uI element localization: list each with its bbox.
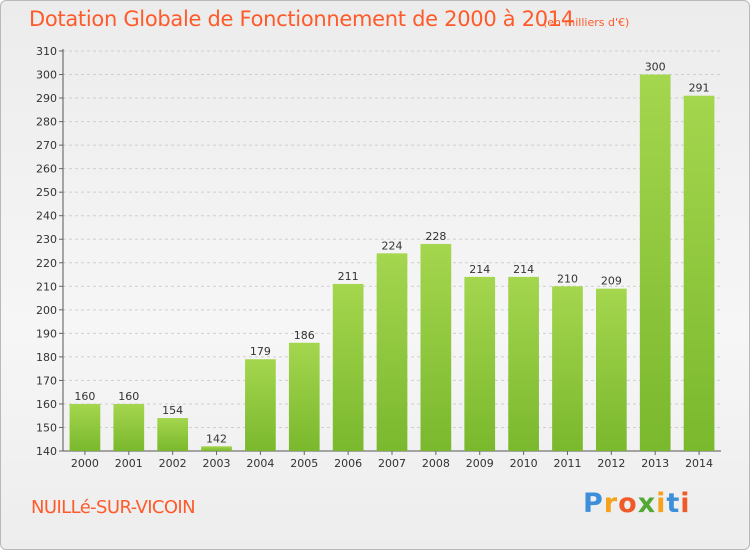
y-tick-label: 200 xyxy=(36,304,57,317)
bar-2001[interactable] xyxy=(113,403,145,451)
bar-2008[interactable] xyxy=(420,243,452,451)
y-tick-label: 230 xyxy=(36,233,57,246)
y-tick-label: 170 xyxy=(36,374,57,387)
axis-layer: 140 150 160 170 180 190 200 210 220 230 240 250 260 2… xyxy=(36,45,721,470)
value-label-2002: 154 xyxy=(162,404,183,417)
bar-2009[interactable] xyxy=(464,276,496,451)
labels-layer: 160 160 154 142 179 186 211 224 228 214 214 210 209 3… xyxy=(74,61,709,446)
bar-2011[interactable] xyxy=(552,286,583,451)
bar-2005[interactable] xyxy=(288,342,320,451)
x-tick-label-2005: 2005 xyxy=(290,457,318,470)
y-tick-label: 190 xyxy=(36,327,57,340)
bar-2003[interactable] xyxy=(201,446,232,451)
y-tick-label: 270 xyxy=(36,139,57,152)
y-tick-label: 220 xyxy=(36,257,57,270)
x-tick-label-2002: 2002 xyxy=(159,457,187,470)
logo-letter: i xyxy=(680,488,691,519)
value-label-2001: 160 xyxy=(118,390,139,403)
bar-2012[interactable] xyxy=(595,288,627,451)
unit-note: (en milliers d'€) xyxy=(543,16,630,29)
bar-2002[interactable] xyxy=(157,418,189,451)
x-tick-label-2011: 2011 xyxy=(553,457,581,470)
y-tick-label: 160 xyxy=(36,398,57,411)
x-tick-label-2009: 2009 xyxy=(466,457,494,470)
value-label-2006: 211 xyxy=(338,270,359,283)
x-tick-label-2007: 2007 xyxy=(378,457,406,470)
logo-letter: i xyxy=(656,488,667,519)
proxiti-logo[interactable]: Proxiti xyxy=(583,488,691,519)
x-tick-label-2004: 2004 xyxy=(246,457,274,470)
y-tick-label: 150 xyxy=(36,421,57,434)
y-tick-label: 210 xyxy=(36,280,57,293)
bar-2014[interactable] xyxy=(683,95,715,452)
value-label-2013: 300 xyxy=(645,61,666,74)
value-label-2003: 142 xyxy=(206,432,227,445)
y-tick-label: 290 xyxy=(36,92,57,105)
y-tick-label: 180 xyxy=(36,351,57,364)
value-label-2004: 179 xyxy=(250,345,271,358)
value-label-2008: 228 xyxy=(425,230,446,243)
x-tick-label-2014: 2014 xyxy=(685,457,713,470)
value-label-2007: 224 xyxy=(382,239,403,252)
y-tick-label: 280 xyxy=(36,116,57,129)
x-tick-label-2012: 2012 xyxy=(597,457,625,470)
y-tick-label: 250 xyxy=(36,186,57,199)
logo-letter: o xyxy=(618,488,638,519)
logo-letter: P xyxy=(583,488,604,519)
y-tick-label: 300 xyxy=(36,69,57,82)
value-label-2009: 214 xyxy=(469,263,490,276)
x-tick-label-2001: 2001 xyxy=(115,457,143,470)
logo-letter: r xyxy=(603,488,619,519)
commune-name: NUILLé-SUR-VICOIN xyxy=(31,497,196,518)
value-label-2010: 214 xyxy=(513,263,534,276)
bar-2010[interactable] xyxy=(508,276,539,451)
value-label-2000: 160 xyxy=(74,390,95,403)
x-tick-label-2003: 2003 xyxy=(203,457,231,470)
y-tick-label: 240 xyxy=(36,210,57,223)
bars-layer xyxy=(69,74,715,452)
x-tick-label-2000: 2000 xyxy=(71,457,99,470)
x-tick-label-2013: 2013 xyxy=(641,457,669,470)
logo-letter: x xyxy=(637,488,657,519)
y-tick-label: 310 xyxy=(36,45,57,58)
y-tick-label: 140 xyxy=(36,445,57,458)
x-tick-label-2006: 2006 xyxy=(334,457,362,470)
bar-2000[interactable] xyxy=(69,403,101,451)
chart-title: Dotation Globale de Fonctionnement de 20… xyxy=(29,7,574,31)
logo-letter: t xyxy=(666,488,681,519)
y-tick-label: 260 xyxy=(36,163,57,176)
value-label-2012: 209 xyxy=(601,275,622,288)
x-tick-label-2008: 2008 xyxy=(422,457,450,470)
bar-2004[interactable] xyxy=(245,359,276,451)
value-label-2011: 210 xyxy=(557,272,578,285)
bar-2013[interactable] xyxy=(639,74,671,451)
x-tick-label-2010: 2010 xyxy=(510,457,538,470)
bar-2007[interactable] xyxy=(376,253,408,451)
value-label-2014: 291 xyxy=(689,82,710,95)
bar-2006[interactable] xyxy=(332,283,364,451)
value-label-2005: 186 xyxy=(294,329,315,342)
